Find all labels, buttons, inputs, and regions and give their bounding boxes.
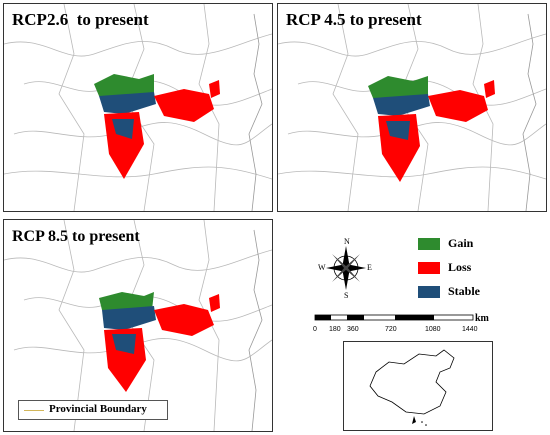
scale-tick: 720 xyxy=(385,326,397,333)
panel-title: RCP 4.5 to present xyxy=(286,10,422,29)
legend-label: Loss xyxy=(448,260,472,274)
map-panel-rcp45: RCP 4.5 to present xyxy=(277,3,547,212)
scale-tick: 180 xyxy=(329,326,341,333)
china-inset-map xyxy=(343,341,493,431)
scale-tick: 0 xyxy=(313,326,317,333)
compass-rose-icon: N S E W xyxy=(316,236,376,300)
map-canvas xyxy=(4,4,272,211)
map-panel-rcp85: RCP 8.5 to present Provincial Boundary xyxy=(3,219,273,432)
legend-item-loss: Loss xyxy=(418,260,518,284)
panel-title: RCP 8.5 to present xyxy=(12,228,140,245)
legend-swatch xyxy=(418,238,440,250)
boundary-legend-label: Provincial Boundary xyxy=(49,403,147,415)
provincial-boundary-legend: Provincial Boundary xyxy=(18,400,168,420)
legend-item-gain: Gain xyxy=(418,236,518,260)
panel-title: RCP2.6 to present xyxy=(12,10,149,29)
compass-e: E xyxy=(367,263,372,272)
scale-bar: km 0 180 360 720 1080 1440 xyxy=(312,307,502,337)
legend-swatch xyxy=(418,262,440,274)
compass-s: S xyxy=(344,291,348,300)
legend-swatch xyxy=(418,286,440,298)
compass-w: W xyxy=(318,263,326,272)
map-panel-rcp26: RCP2.6 to present xyxy=(3,3,273,212)
scale-unit: km xyxy=(475,313,490,324)
legend-item-stable: Stable xyxy=(418,284,518,308)
map-canvas xyxy=(4,220,272,431)
scale-tick: 360 xyxy=(347,326,359,333)
map-legend: Gain Loss Stable xyxy=(418,236,518,308)
map-canvas xyxy=(278,4,546,211)
legend-label: Gain xyxy=(448,236,474,250)
compass-n: N xyxy=(344,237,350,246)
scale-tick: 1440 xyxy=(462,326,478,333)
scale-tick: 1080 xyxy=(425,326,441,333)
legend-label: Stable xyxy=(448,284,481,298)
boundary-line-swatch xyxy=(24,410,44,411)
